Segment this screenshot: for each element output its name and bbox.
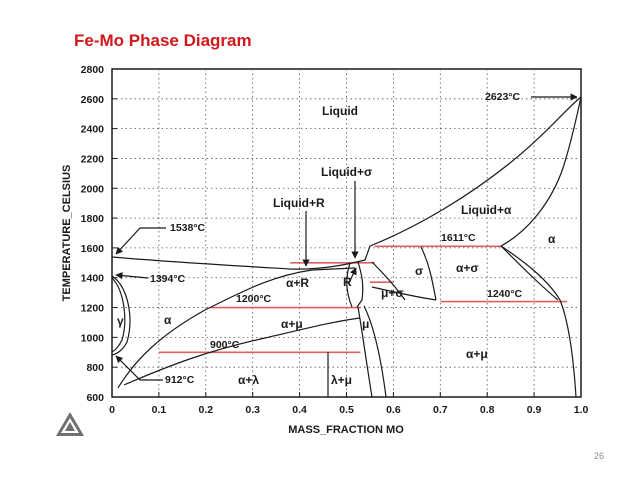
alpha-lower-boundary: [123, 317, 361, 386]
region-gamma: γ: [117, 314, 124, 328]
region-sigma: σ: [415, 264, 423, 278]
temp-1538: 1538°C: [170, 222, 206, 234]
axis-ticks: 0 0.1 0.2 0.3 0.4 0.5 0.6 0.7 0.8 0.9 1.0 600 800 100…: [81, 64, 589, 416]
temp-1394: 1394°C: [150, 273, 186, 285]
sigma-lower-boundary: [371, 286, 437, 301]
mu-right-boundary: [363, 305, 387, 398]
grid-lines: [112, 69, 581, 397]
slide-title: Fe-Mo Phase Diagram: [74, 31, 252, 50]
x-tick-label: 0.3: [245, 404, 260, 416]
x-tick-label: 0.8: [480, 404, 495, 416]
y-tick-label: 2400: [81, 124, 105, 136]
y-tick-label: 1800: [81, 213, 105, 225]
region-liquid-sigma: Liquid+σ: [321, 165, 372, 179]
y-axis-label: TEMPERATURE_CELSIUS: [61, 165, 73, 302]
tie-lines: [158, 245, 567, 354]
region-alpha-lambda: α+λ: [238, 373, 259, 387]
x-tick-label: 0.7: [433, 404, 448, 416]
y-tick-label: 1000: [81, 332, 105, 344]
region-labels: Liquid Liquid+σ Liquid+R Liquid+α α α+R …: [117, 104, 556, 387]
temp-1200: 1200°C: [236, 293, 272, 305]
y-tick-label: 1600: [81, 243, 105, 255]
temp-1240: 1240°C: [487, 288, 523, 300]
region-r: R: [343, 275, 352, 289]
slide-number: 26: [594, 451, 605, 461]
region-mu-sigma: μ+σ: [381, 286, 404, 300]
x-tick-label: 0: [109, 404, 115, 416]
y-tick-label: 1200: [81, 303, 105, 315]
y-tick-label: 800: [86, 362, 104, 374]
x-tick-label: 1.0: [574, 404, 589, 416]
region-alpha-sigma: α+σ: [456, 261, 479, 275]
region-mu: μ: [362, 317, 369, 331]
r-phase-right: [356, 261, 364, 308]
temp-900: 900°C: [210, 339, 240, 351]
x-axis-label: MASS_FRACTION MO: [288, 424, 404, 436]
alpha-solvus-left: [117, 267, 356, 389]
y-tick-label: 2200: [81, 153, 105, 165]
sigma-right-boundary: [420, 246, 437, 301]
alpha-liquidus-curve: [500, 96, 582, 247]
alpha-solvus-mo: [500, 245, 577, 398]
r-phase-left: [346, 262, 353, 308]
y-tick-label: 2800: [81, 64, 105, 76]
arrow-1394: [115, 272, 149, 280]
region-alpha-mo: α: [548, 232, 556, 246]
region-liquid-r: Liquid+R: [273, 196, 325, 210]
gamma-loop-inner: [111, 277, 126, 353]
temp-2623: 2623°C: [485, 91, 521, 103]
arrow-r: [348, 267, 357, 284]
alpha-sigma-boundary: [500, 245, 559, 301]
arrow-912: [115, 355, 163, 381]
region-alpha-fe: α: [164, 313, 172, 327]
region-liquid: Liquid: [322, 104, 358, 118]
phase-boundaries: [111, 96, 582, 398]
sigma-left-boundary: [371, 261, 406, 301]
region-alpha-mu-2: α+μ: [466, 347, 488, 361]
arrow-1538: [115, 227, 166, 255]
gamma-loop-outer: [111, 275, 131, 356]
x-tick-label: 0.1: [152, 404, 167, 416]
x-tick-label: 0.9: [527, 404, 542, 416]
y-tick-label: 2600: [81, 94, 105, 106]
software-logo: [56, 412, 84, 436]
mu-left-boundary: [357, 306, 373, 398]
y-tick-label: 1400: [81, 273, 105, 285]
region-liquid-alpha: Liquid+α: [461, 203, 512, 217]
x-tick-label: 0.4: [292, 404, 307, 416]
temp-1611: 1611°C: [441, 232, 476, 244]
region-lambda-mu: λ+μ: [331, 373, 352, 387]
region-alpha-mu-1: α+μ: [281, 317, 303, 331]
temperature-callouts: 2623°C 1538°C 1394°C 1611°C 1200°C 1240°…: [115, 91, 578, 386]
x-tick-label: 0.6: [386, 404, 401, 416]
y-tick-label: 600: [86, 392, 104, 404]
x-tick-label: 0.2: [198, 404, 213, 416]
y-tick-label: 2000: [81, 183, 105, 195]
liquidus-curve: [111, 96, 582, 270]
x-tick-label: 0.5: [339, 404, 354, 416]
temp-912: 912°C: [165, 374, 195, 386]
region-alpha-r: α+R: [286, 276, 309, 290]
